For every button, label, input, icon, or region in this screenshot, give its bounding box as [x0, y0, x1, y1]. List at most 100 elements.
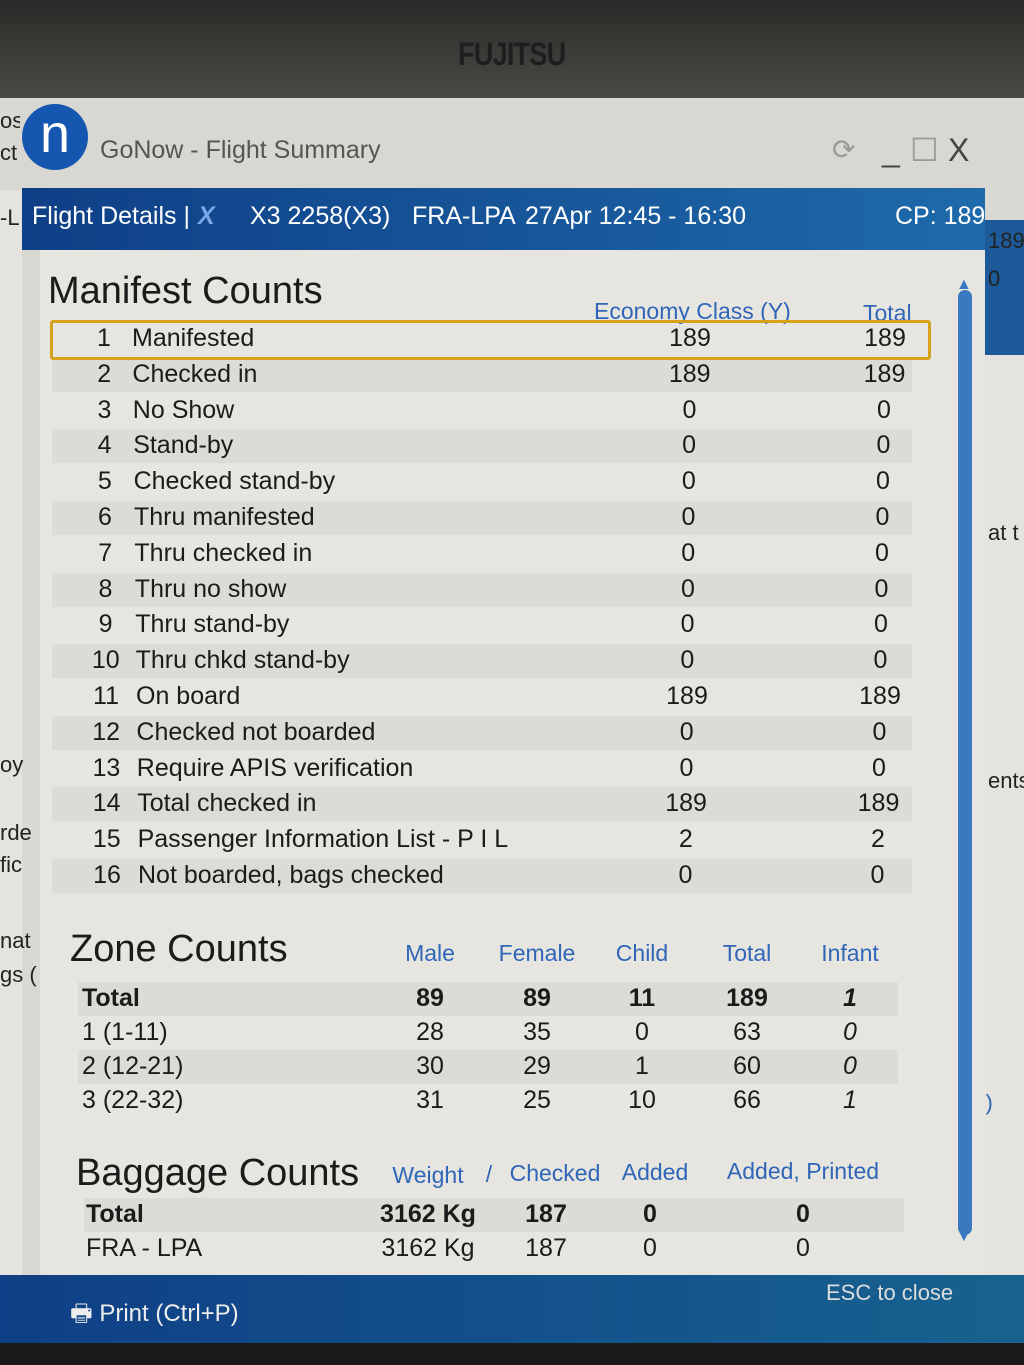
manifest-title: Manifest Counts: [48, 270, 323, 312]
manifest-row[interactable]: 6 Thru manifested 0 0: [52, 501, 912, 535]
row-number: 3: [97, 395, 112, 424]
economy-value: 0: [681, 503, 696, 531]
row-number: 8: [98, 574, 113, 603]
total-value: 0: [875, 503, 890, 531]
zone-value: 1: [843, 1086, 857, 1114]
row-number: 1: [97, 324, 111, 352]
maximize-button[interactable]: ☐: [910, 132, 939, 168]
row-number: 10: [91, 646, 120, 675]
zone-value: 28: [416, 1018, 444, 1046]
total-value: 0: [872, 717, 887, 746]
zone-row[interactable]: 3 (22-32) 31 25 10 66 1: [78, 1084, 898, 1118]
print-button[interactable]: 🖶 Print (Ctrl+P): [70, 1296, 239, 1337]
row-number: 11: [93, 682, 119, 710]
background-text: os: [0, 108, 24, 133]
zone-value: 0: [843, 1018, 857, 1046]
total-value: 0: [873, 646, 888, 675]
zone-title: Zone Counts: [70, 928, 288, 970]
row-label: Thru chkd stand-by: [135, 646, 350, 675]
zone-value: 11: [628, 984, 656, 1012]
background-text: oy: [0, 752, 24, 777]
row-label: Manifested: [132, 324, 255, 352]
zone-row[interactable]: 2 (12-21) 30 29 1 60 0: [78, 1050, 898, 1084]
zone-row[interactable]: 1 (1-11) 28 35 0 63 0: [78, 1016, 898, 1050]
row-label: Thru no show: [134, 574, 287, 603]
total-value: 2: [871, 825, 885, 854]
manifest-row[interactable]: 5 Checked stand-by 0 0: [52, 465, 912, 499]
total-value: 0: [874, 610, 888, 639]
manifest-row[interactable]: 9 Thru stand-by 0 0: [52, 608, 912, 642]
baggage-col: Added: [621, 1159, 689, 1185]
background-window-left: [0, 190, 22, 1280]
baggage-value: 0: [796, 1234, 810, 1262]
zone-value: 10: [628, 1086, 656, 1114]
economy-value: 0: [680, 646, 695, 675]
total-value: 189: [864, 324, 906, 352]
total-value: 189: [859, 682, 901, 710]
selected-row-highlight: [50, 320, 931, 360]
zone-value: 89: [416, 984, 444, 1012]
row-number: 13: [92, 753, 121, 782]
baggage-row[interactable]: Total 3162 Kg 187 0 0: [84, 1198, 904, 1232]
baggage-title: Baggage Counts: [76, 1152, 360, 1194]
baggage-label: FRA - LPA: [86, 1234, 203, 1262]
scroll-up-icon[interactable]: ▲: [956, 276, 972, 293]
section-label: Flight Details |: [32, 202, 190, 230]
total-value: 0: [875, 538, 889, 567]
background-window-right: [985, 220, 1024, 1320]
economy-value: 189: [668, 359, 711, 388]
zone-row[interactable]: Total 89 89 11 189 1: [78, 982, 898, 1016]
print-label: Print (Ctrl+P): [99, 1300, 239, 1327]
zone-value: 31: [416, 1086, 444, 1114]
flight-number: X3 2258(X3): [250, 202, 391, 230]
row-number: 2: [97, 359, 112, 388]
row-number: 9: [98, 610, 113, 639]
manifest-row[interactable]: 3 No Show 0 0: [52, 394, 912, 428]
minimize-button[interactable]: _: [882, 132, 900, 168]
total-value: 0: [876, 467, 890, 496]
manifest-row[interactable]: 10 Thru chkd stand-by 0 0: [52, 644, 912, 679]
background-text: gs (: [0, 962, 37, 987]
date-time: 27Apr 12:45 - 16:30: [525, 202, 746, 230]
manifest-row[interactable]: 15 Passenger Information List - P I L 2 2: [52, 823, 912, 857]
economy-value: 0: [682, 431, 697, 460]
row-label: Require APIS verification: [136, 753, 414, 782]
manifest-row[interactable]: 1 Manifested 189 189: [52, 322, 912, 356]
background-text: -L: [0, 205, 20, 230]
manifest-row[interactable]: 4 Stand-by 0 0: [52, 429, 912, 464]
close-button[interactable]: X: [948, 132, 970, 168]
economy-value: 0: [679, 753, 694, 782]
row-number: 14: [92, 789, 121, 818]
row-label: Stand-by: [133, 431, 234, 460]
row-number: 4: [97, 431, 112, 460]
zone-col-child: Child: [615, 940, 669, 966]
printer-icon: 🖶: [70, 1300, 100, 1327]
zone-value: 63: [733, 1018, 761, 1046]
row-label: Checked in: [132, 359, 258, 388]
airline-icon: X: [198, 202, 215, 230]
zone-col-infant: Infant: [821, 940, 879, 966]
zone-col-total: Total: [722, 940, 772, 966]
background-text: ct: [0, 140, 18, 165]
row-label: Thru checked in: [134, 538, 313, 567]
zone-value: 189: [726, 984, 768, 1012]
manifest-row[interactable]: 2 Checked in 189 189: [52, 357, 912, 392]
esc-hint: ESC to close: [826, 1280, 954, 1305]
monitor-brand-logo: FUJITSU: [458, 36, 566, 72]
total-value: 0: [877, 395, 891, 424]
manifest-row[interactable]: 14 Total checked in 189 189: [52, 787, 912, 822]
manifest-row[interactable]: 7 Thru checked in 0 0: [52, 537, 912, 571]
refresh-icon[interactable]: ⟳: [832, 134, 856, 165]
baggage-col: Checked: [509, 1160, 601, 1186]
manifest-row[interactable]: 11 On board 189 189: [52, 680, 912, 714]
scrollbar[interactable]: [958, 290, 972, 1235]
baggage-value: 3162 Kg: [381, 1234, 475, 1262]
row-label: Checked not boarded: [136, 717, 376, 746]
manifest-row[interactable]: 16 Not boarded, bags checked 0 0: [52, 859, 912, 893]
scroll-down-icon[interactable]: ▼: [956, 1228, 972, 1245]
manifest-row[interactable]: 8 Thru no show 0 0: [52, 572, 912, 607]
manifest-row[interactable]: 12 Checked not boarded 0 0: [52, 715, 912, 750]
baggage-row[interactable]: FRA - LPA 3162 Kg 187 0 0: [84, 1232, 904, 1266]
manifest-row[interactable]: 13 Require APIS verification 0 0: [52, 752, 912, 786]
baggage-value: 0: [643, 1200, 657, 1228]
